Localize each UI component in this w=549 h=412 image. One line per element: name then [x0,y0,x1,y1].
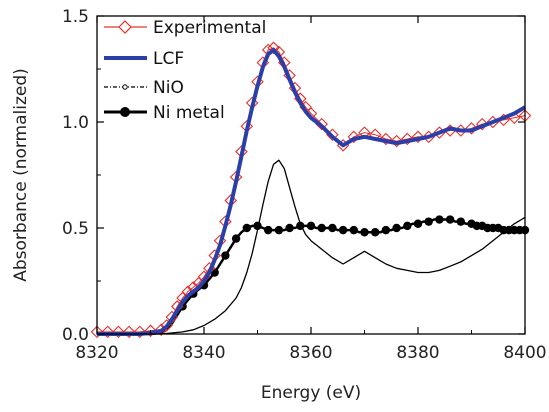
experimental-point [411,130,425,144]
legend-entry-nio: NiO [104,78,184,98]
x-tick-label: 8400 [503,343,546,363]
series-line-ni-metal [97,218,525,336]
ni-metal-point [306,221,316,231]
series-line-nio [97,159,526,335]
series-ni-metal [97,215,530,336]
experimental-point [101,325,114,339]
legend-label: LCF [153,49,184,69]
ni-metal-point [253,221,262,231]
experimental-point [122,325,136,339]
series-nio [97,159,526,335]
legend-entry-lcf: LCF [104,49,184,69]
x-tick-label: 8380 [396,343,439,363]
ni-metal-point [349,225,358,235]
ni-metal-point [403,221,412,231]
legend: Experimental LCF NiO Ni metal [104,18,266,123]
legend-entry-ni-metal: Ni metal [104,103,225,123]
experimental-point [475,117,489,131]
y-tick-label: 1.0 [62,113,89,133]
series-lcf [97,47,527,336]
experimental-point [267,41,280,55]
ticks-layer: 8320 8340 8360 8380 8400 0.0 0.5 1.0 1.5 [62,7,547,363]
ni-metal-point [456,217,465,226]
experimental-point [465,122,478,135]
legend-label: NiO [153,78,184,98]
experimental-point [90,325,104,339]
ni-metal-point [381,225,391,235]
experimental-point [133,325,147,339]
ni-metal-point [360,228,369,237]
ni-metal-point [317,223,326,233]
legend-entry-experimental: Experimental [104,18,266,38]
ni-metal-point [413,219,423,228]
ni-metal-point [274,225,284,235]
legend-circle-marker [122,84,128,90]
ni-metal-point [435,215,444,224]
x-tick-label: 8360 [289,343,332,363]
ni-metal-point [445,215,455,224]
legend-diamond-marker [118,20,132,34]
x-tick-label: 8340 [182,343,225,363]
ni-metal-point [221,251,230,260]
experimental-point [347,130,361,144]
experimental-point [379,132,393,146]
y-tick-label: 1.5 [62,7,89,27]
legend-label: Experimental [153,18,266,38]
ni-metal-point [264,225,273,235]
x-axis-title: Energy (eV) [261,383,361,403]
x-tick-label: 8320 [75,343,118,363]
ni-metal-point [285,223,294,233]
series-line-lcf [97,47,527,336]
experimental-point [144,324,157,338]
experimental-point [112,325,125,339]
ni-metal-point [338,225,348,235]
series-layer [90,41,532,339]
ni-metal-point [328,223,337,233]
ni-metal-point [231,234,241,243]
ni-metal-point [424,217,433,226]
legend-label: Ni metal [153,103,225,123]
experimental-point [390,134,403,148]
y-tick-label: 0.0 [62,325,89,345]
legend-filled-marker [120,107,130,117]
experimental-point [401,132,414,146]
y-axis-title: Absorbance (normalized) [11,68,31,282]
ni-metal-point [392,223,401,233]
ni-metal-point [242,223,251,233]
y-tick-label: 0.5 [62,219,89,239]
ni-metal-point [371,228,380,237]
